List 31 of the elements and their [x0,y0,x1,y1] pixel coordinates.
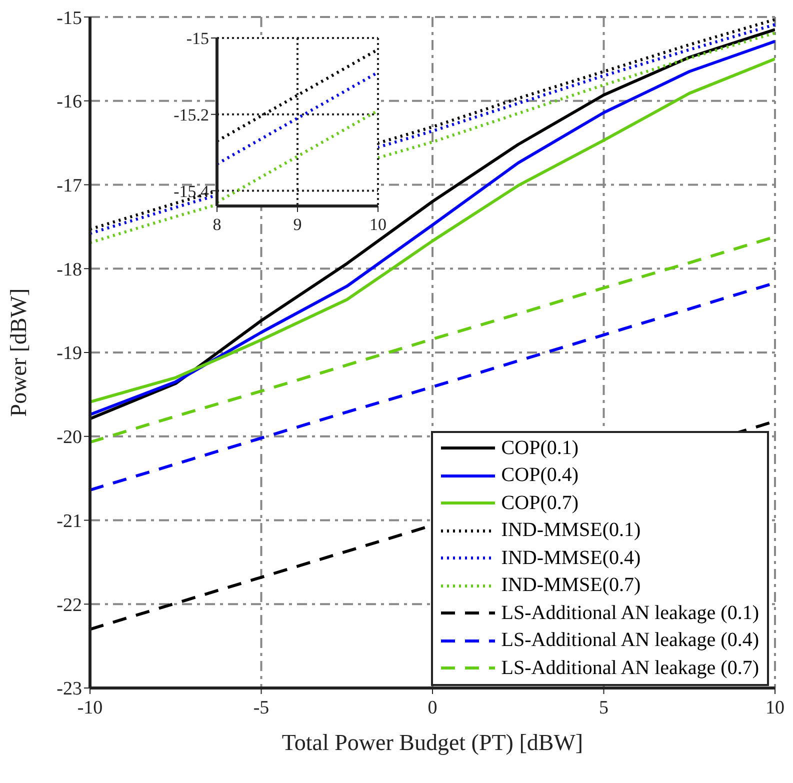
x-tick-label: 8 [212,215,222,234]
x-tick-label: 9 [293,215,302,234]
x-tick-label: 0 [428,697,438,718]
legend-label: IND-MMSE(0.1) [501,519,641,542]
y-tick-label: -17 [56,175,82,196]
x-tick-label: -5 [253,697,270,718]
y-tick-label: -15 [186,29,209,48]
y-tick-label: -19 [56,343,82,364]
y-axis-title: Power [dBW] [6,288,32,417]
y-tick-label: -23 [56,678,82,700]
y-tick-label: -15 [56,8,82,29]
y-tick-label: -21 [56,510,82,532]
legend-label: LS-Additional AN leakage (0.7) [501,656,759,680]
legend-label: COP(0.1) [501,436,579,460]
x-tick-label: 10 [766,697,784,718]
x-tick-label: 5 [599,697,608,718]
y-tick-label: -18 [56,259,82,280]
y-tick-label: -15.4 [174,182,210,201]
legend-label: IND-MMSE(0.7) [501,574,641,598]
x-tick-label: 10 [370,215,386,234]
legend-label: LS-Additional AN leakage (0.4) [501,629,759,652]
x-tick-label: -10 [77,697,103,718]
y-tick-label: -16 [56,92,82,113]
legend-label: COP(0.4) [501,464,579,488]
x-axis-title: Total Power Budget (PT) [dBW] [282,730,584,755]
legend-label: IND-MMSE(0.4) [501,546,641,570]
y-tick-label: -20 [56,427,82,448]
y-tick-label: -15.2 [174,105,209,124]
legend-label: LS-Additional AN leakage (0.1) [501,602,759,625]
y-tick-label: -22 [56,594,82,616]
legend-label: COP(0.7) [501,492,579,515]
